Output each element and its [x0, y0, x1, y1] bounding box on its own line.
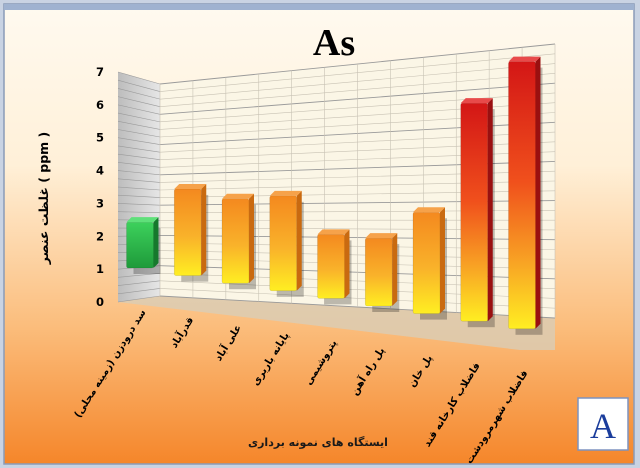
- bar-top: [413, 207, 445, 213]
- side-gridline: [117, 194, 161, 198]
- panel-badge: [577, 397, 629, 451]
- side-gridline: [117, 295, 161, 303]
- y-axis-label: غلظت عنصر ( ppm ): [36, 132, 51, 266]
- bar-side: [153, 217, 159, 268]
- side-gridline: [117, 120, 161, 130]
- bar-side: [392, 233, 398, 306]
- y-axis-ticks: 0 1 2 3 4 5 6 7: [96, 65, 104, 309]
- side-gridline: [117, 170, 161, 176]
- side-gridline: [117, 186, 161, 191]
- bar-side: [296, 190, 302, 291]
- y-tick-label: 3: [96, 196, 104, 210]
- side-gridline: [117, 178, 161, 183]
- side-gridline: [117, 96, 161, 108]
- y-tick-label: 5: [96, 131, 104, 145]
- bar-group: [364, 233, 400, 312]
- side-gridline: [117, 88, 161, 100]
- side-gridline: [117, 104, 161, 115]
- bar-side: [344, 229, 350, 299]
- side-gridline: [117, 211, 161, 214]
- y-tick-label: 1: [96, 262, 104, 276]
- bar-group: [317, 229, 352, 305]
- bar-side: [201, 183, 207, 276]
- side-gridline: [117, 137, 161, 145]
- bar-side: [535, 56, 541, 329]
- chart-floor: [118, 296, 555, 350]
- chart-title: As: [313, 22, 355, 64]
- y-tick-label: 0: [96, 295, 104, 309]
- bar-top: [365, 233, 398, 239]
- bar-top: [317, 229, 350, 235]
- bar-top: [508, 56, 541, 62]
- bar-top: [174, 183, 207, 189]
- x-axis-label: ایستگاه های نمونه برداری: [248, 436, 388, 449]
- panel-badge-label: A: [590, 406, 616, 446]
- bar-group: [460, 98, 495, 328]
- side-gridline: [117, 129, 161, 138]
- side-gridline: [117, 79, 161, 92]
- side-gridline: [117, 71, 161, 85]
- bar-group: [508, 56, 543, 335]
- side-gridline: [117, 153, 161, 161]
- bar-group: [126, 217, 161, 274]
- side-gridline: [117, 162, 161, 168]
- bar-top: [222, 193, 254, 199]
- bar: [412, 211, 441, 314]
- side-gridline: [117, 272, 161, 278]
- bar: [460, 102, 489, 322]
- bar-side: [487, 98, 493, 322]
- bar-group: [173, 183, 209, 282]
- y-tick-label: 6: [96, 98, 104, 112]
- bar-group: [412, 207, 447, 320]
- bar: [173, 188, 202, 276]
- bar-top: [269, 190, 302, 196]
- side-gridline: [117, 112, 161, 123]
- bar: [317, 234, 345, 299]
- side-gridline: [117, 280, 161, 286]
- bar: [126, 221, 154, 269]
- side-gridline: [117, 145, 161, 153]
- bar-group: [221, 193, 256, 290]
- bar-top: [126, 217, 159, 223]
- bar-side: [249, 193, 254, 284]
- side-gridline: [117, 203, 161, 206]
- bar: [269, 195, 298, 292]
- bar-top: [460, 98, 493, 104]
- bar: [364, 237, 393, 307]
- bar: [221, 198, 250, 284]
- bar-group: [269, 190, 304, 297]
- bar: [508, 61, 536, 330]
- side-gridline: [117, 288, 161, 295]
- bars: [126, 56, 543, 335]
- y-tick-label: 4: [96, 164, 104, 178]
- y-tick-label: 2: [96, 229, 104, 243]
- bar-side: [440, 207, 445, 314]
- y-tick-label: 7: [96, 65, 104, 79]
